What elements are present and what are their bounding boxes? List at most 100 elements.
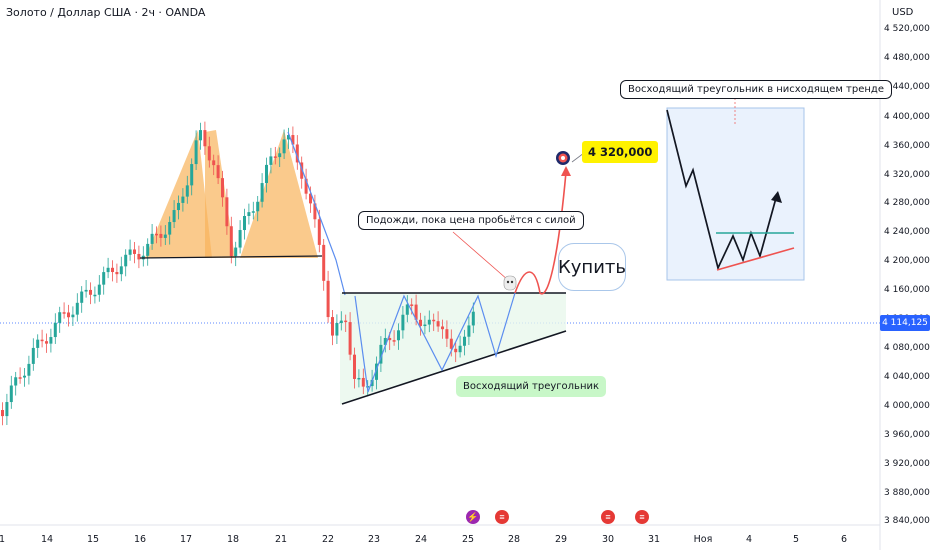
candle-body (353, 354, 356, 379)
time-tick-label: 30 (602, 534, 614, 545)
triangle-note[interactable]: Восходящий треугольник (456, 376, 607, 397)
candle-body (251, 211, 255, 213)
candle-body (432, 319, 436, 322)
candle-body (31, 347, 35, 364)
candle-body (137, 253, 141, 260)
candle-body (357, 377, 361, 380)
candle-body (221, 178, 224, 198)
price-tick-label: 3 840,000 (884, 516, 930, 526)
candle-body (379, 344, 383, 364)
current-price-tag: 4 114,125 (880, 315, 930, 331)
candle-body (247, 212, 251, 217)
candle-body (282, 139, 286, 154)
time-tick-label: 25 (462, 534, 474, 545)
inset-arrow-head (771, 191, 782, 203)
lightning-icon[interactable]: ⚡ (466, 510, 480, 524)
candle-body (463, 336, 466, 346)
candle-body (445, 329, 449, 339)
candle-body (67, 312, 70, 318)
candle-body (335, 323, 339, 336)
candle-body (133, 249, 136, 254)
candle-body (155, 233, 158, 236)
candles-group (1, 121, 475, 426)
candle-body (243, 216, 246, 231)
price-tick-label: 4 400,000 (884, 112, 930, 122)
time-tick-label: 18 (227, 534, 239, 545)
us-flag-icon[interactable]: ≡ (495, 510, 509, 524)
candle-body (190, 164, 194, 186)
candle-body (40, 339, 44, 342)
candle-body (53, 322, 57, 338)
candle-body (75, 302, 79, 315)
candle-body (80, 291, 84, 303)
candle-body (392, 340, 396, 342)
candle-body (326, 280, 330, 318)
candle-body (454, 348, 458, 353)
candle-body (172, 210, 176, 223)
time-tick-label: 23 (368, 534, 380, 545)
time-axis[interactable]: 1 14 15 16 17 18 21 22 23 24 25 28 29 30 31 Ноя 4 5 6 (0, 534, 847, 545)
candle-body (339, 320, 343, 324)
wait-note[interactable]: Подожди, пока цена пробьётся с силой (358, 211, 584, 230)
candle-body (309, 193, 312, 204)
time-tick-label: 14 (41, 534, 53, 545)
candle-body (199, 130, 202, 141)
candle-body (168, 222, 172, 235)
currency-label[interactable]: USD (892, 7, 914, 18)
candle-body (436, 321, 440, 327)
time-tick-label: 24 (415, 534, 427, 545)
time-tick-label: 22 (322, 534, 334, 545)
candle-body (115, 272, 119, 275)
candle-body (163, 234, 167, 238)
candle-body (111, 267, 114, 273)
candle-body (23, 375, 26, 378)
candle-body (256, 201, 260, 212)
time-tick-label: 21 (275, 534, 287, 545)
price-tick-label: 4 240,000 (884, 227, 930, 237)
price-tick-label: 4 520,000 (884, 24, 930, 34)
inset-path (666, 109, 777, 271)
candle-body (265, 164, 268, 184)
candle-body (397, 330, 400, 341)
candle-body (260, 183, 264, 202)
candle-body (423, 324, 427, 327)
candle-body (146, 243, 150, 256)
time-tick-label: 17 (180, 534, 192, 545)
neckline (139, 255, 323, 259)
candle-body (322, 244, 326, 281)
ghost-icon (503, 275, 517, 291)
target-price-label[interactable]: 4 320,000 (582, 141, 659, 163)
candle-body (9, 385, 13, 403)
candle-body (177, 202, 180, 211)
pattern-fill-right (240, 130, 318, 258)
candle-body (317, 219, 321, 245)
time-tick-label: 15 (87, 534, 99, 545)
price-tick-label: 4 040,000 (884, 372, 930, 382)
candle-body (449, 338, 453, 349)
candle-body (49, 337, 53, 344)
candle-body (331, 317, 334, 336)
target-icon (556, 151, 570, 165)
candle-body (62, 312, 66, 314)
time-tick-label: 16 (134, 534, 146, 545)
price-tick-label: 4 440,000 (884, 82, 930, 92)
candle-body (388, 337, 392, 341)
time-tick-label: 1 (0, 534, 5, 545)
candle-body (291, 135, 295, 145)
inset-title-note[interactable]: Восходящий треугольник в нисходящем трен… (620, 80, 892, 99)
candle-body (106, 267, 110, 273)
price-axis[interactable]: 4 520,000 4 480,000 4 440,000 4 400,000 4 36… (884, 24, 930, 526)
time-tick-label: 6 (841, 534, 847, 545)
us-flag-icon[interactable]: ≡ (635, 510, 649, 524)
candle-body (119, 266, 123, 275)
candle-body (441, 326, 444, 330)
time-tick-label: 29 (555, 534, 567, 545)
candle-body (414, 304, 418, 320)
us-flag-icon[interactable]: ≡ (601, 510, 615, 524)
buy-note[interactable]: Купить (558, 243, 626, 291)
candle-body (124, 254, 128, 267)
candle-body (93, 294, 97, 297)
candle-body (14, 377, 18, 386)
